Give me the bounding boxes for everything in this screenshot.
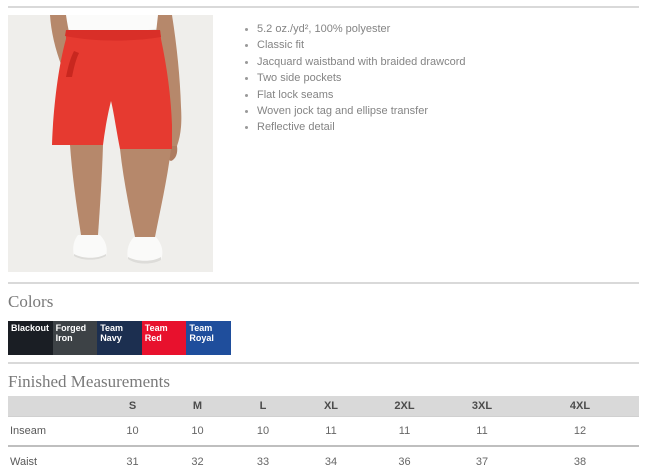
measurement-label: Waist: [8, 445, 100, 474]
feature-list: 5.2 oz./yd², 100% polyesterClassic fitJa…: [243, 21, 466, 272]
product-image: [8, 15, 213, 272]
feature-item: Flat lock seams: [257, 87, 466, 103]
measurement-label: Inseam: [10, 424, 47, 437]
measurement-value: 10: [191, 424, 204, 437]
swatch-label: Team Royal: [189, 323, 214, 343]
color-swatch-forged-iron[interactable]: Forged Iron: [52, 321, 98, 355]
measurement-row-inseam: Inseam 10 10 10 11 11 11 12: [8, 416, 639, 446]
size-column-header-3xl: 3XL: [443, 396, 521, 417]
color-swatch-team-red[interactable]: Team Red: [141, 321, 187, 355]
measurement-row-waist: Waist 31 32 33 34 36 37 38: [8, 445, 639, 474]
color-swatches: Blackout Forged Iron Team Navy Team Red Team…: [8, 321, 231, 355]
color-swatch-team-navy[interactable]: Team Navy: [97, 321, 142, 355]
size-column-header-xl: XL: [296, 396, 366, 417]
feature-item: Classic fit: [257, 37, 466, 53]
size-column-header-2xl: 2XL: [366, 396, 443, 417]
colors-divider: [8, 282, 639, 284]
measurement-value: 12: [573, 424, 587, 437]
measurement-value: 10: [126, 424, 139, 437]
feature-item: Reflective detail: [257, 119, 466, 135]
feature-item: Jacquard waistband with braided drawcord: [257, 54, 466, 70]
size-header-row: S M L XL 2XL 3XL 4XL: [8, 396, 639, 417]
size-column-header-4xl: 4XL: [521, 396, 639, 417]
colors-heading: Colors: [8, 292, 54, 311]
measurements-body: Inseam 10 10 10 11 11 11 12 Waist 31 32 33 34 36 37 38: [8, 416, 639, 474]
measurement-value: 38: [521, 445, 639, 474]
measurement-value: 32: [165, 445, 230, 474]
size-column-header-m: M: [165, 396, 230, 417]
size-header-corner: [8, 396, 100, 417]
swatch-label: Team Navy: [100, 323, 124, 343]
swatch-label: Blackout: [11, 323, 50, 333]
measurement-value: 37: [443, 445, 521, 474]
measurement-value: 11: [325, 424, 337, 437]
measurement-value: 33: [230, 445, 296, 474]
size-column-header-s: S: [100, 396, 165, 417]
measurements-divider: [8, 362, 639, 364]
measurement-value: 10: [256, 424, 270, 437]
top-divider: [8, 6, 639, 8]
measurements-table: S M L XL 2XL 3XL 4XL Inseam 10 10 10 11 11 11 12 Waist…: [8, 396, 639, 474]
measurement-value: 36: [366, 445, 443, 474]
color-swatch-team-royal[interactable]: Team Royal: [186, 321, 231, 355]
measurement-value: 11: [476, 424, 488, 437]
product-image-illustration: [8, 15, 213, 272]
product-detail-page: 5.2 oz./yd², 100% polyesterClassic fitJa…: [8, 6, 639, 474]
feature-item: Woven jock tag and ellipse transfer: [257, 103, 466, 119]
measurement-value: 11: [398, 424, 411, 437]
measurements-heading: Finished Measurements: [8, 372, 170, 391]
feature-item: 5.2 oz./yd², 100% polyester: [257, 21, 466, 37]
size-column-header-l: L: [230, 396, 296, 417]
color-swatch-blackout[interactable]: Blackout: [8, 321, 53, 355]
measurement-value: 34: [296, 445, 366, 474]
swatch-label: Team Red: [144, 323, 168, 343]
swatch-label: Forged Iron: [55, 323, 87, 343]
feature-item: Two side pockets: [257, 70, 466, 86]
measurement-value: 31: [100, 445, 165, 474]
product-section: 5.2 oz./yd², 100% polyesterClassic fitJa…: [8, 15, 639, 272]
